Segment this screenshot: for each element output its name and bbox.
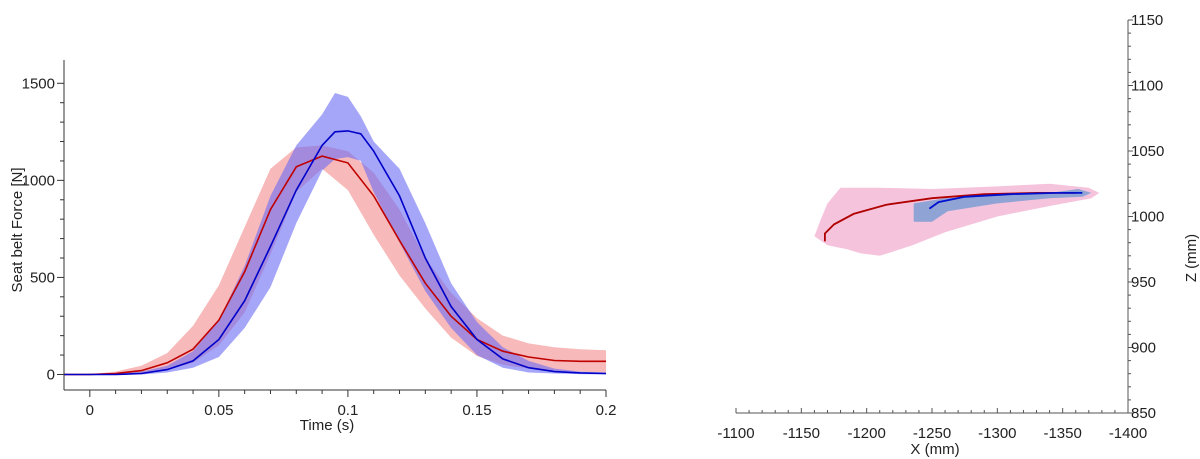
y-axis-title: Seat belt Force [N] (9, 167, 26, 292)
y-tick-label: 900 (1131, 340, 1156, 357)
confidence-band-0 (64, 145, 606, 375)
x-tick-label: -1200 (847, 425, 885, 442)
x-tick-label: -1250 (913, 425, 951, 442)
x-tick-label: 0 (86, 402, 94, 419)
trajectory-chart: -1100 -1150 -1200 -1250 -1300 -1350 -1400 850 90… (717, 12, 1200, 458)
x-tick-label: -1100 (717, 425, 754, 442)
trajectory-regions (814, 183, 1100, 256)
trajectory-lines (824, 192, 1083, 242)
y-axis-title: Z (mm) (1183, 234, 1200, 282)
y-tick-label: 1050 (1131, 143, 1164, 160)
y-tick-label: 1000 (22, 172, 55, 189)
seat-belt-force-chart: 0 0.05 0.1 0.15 0.2 0 500 1000 1500 Time (s) Sea… (9, 60, 617, 434)
trajectory-line-1 (928, 192, 1083, 210)
y-tick-label: 500 (30, 269, 55, 286)
x-tick-label: 0.15 (462, 402, 491, 419)
trajectory-region-0 (814, 183, 1100, 256)
mean-line-1 (64, 130, 607, 376)
x-tick-label: 0.2 (596, 402, 617, 419)
x-tick-label: -1350 (1043, 425, 1081, 442)
y-tick-label: 950 (1131, 274, 1156, 291)
x-tick-label: -1300 (978, 425, 1016, 442)
y-tick-label: 1000 (1131, 209, 1164, 226)
confidence-bands (64, 93, 606, 375)
axes: -1100 -1150 -1200 -1250 -1300 -1350 -1400 850 90… (717, 12, 1164, 442)
x-tick-label: 0.05 (204, 402, 233, 419)
y-tick-label: 1150 (1131, 12, 1163, 29)
y-tick-label: 1100 (1131, 78, 1163, 95)
y-tick-label: 1500 (22, 75, 55, 92)
y-tick-label: 0 (47, 366, 55, 383)
trajectory-region-1 (913, 189, 1092, 222)
mean-line-0 (64, 155, 606, 376)
x-tick-label: -1400 (1109, 425, 1147, 442)
x-tick-label: 0.1 (337, 402, 358, 419)
confidence-band-1 (64, 93, 606, 375)
y-tick-label: 850 (1131, 405, 1156, 422)
mean-lines (64, 130, 607, 376)
x-tick-label: -1150 (783, 425, 820, 442)
axes: 0 0.05 0.1 0.15 0.2 0 500 1000 1500 (22, 60, 617, 419)
x-axis-title: Time (s) (300, 417, 354, 434)
x-axis-title: X (mm) (910, 441, 959, 458)
